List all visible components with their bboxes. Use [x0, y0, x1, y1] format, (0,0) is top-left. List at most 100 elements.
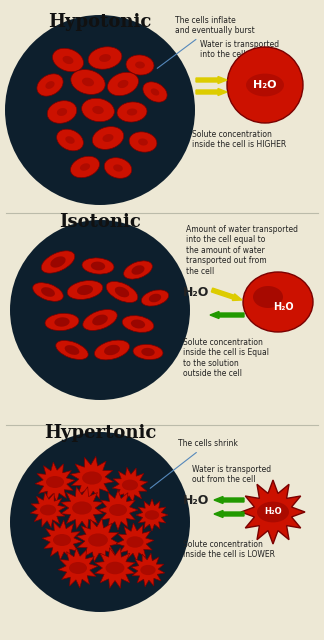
- Ellipse shape: [82, 77, 94, 86]
- Ellipse shape: [126, 55, 154, 75]
- Ellipse shape: [57, 129, 83, 151]
- Ellipse shape: [41, 287, 55, 297]
- FancyArrow shape: [210, 312, 244, 319]
- Text: Water is transported
out from the cell: Water is transported out from the cell: [192, 465, 271, 484]
- Text: Hypertonic: Hypertonic: [44, 424, 156, 442]
- Ellipse shape: [63, 56, 74, 64]
- Ellipse shape: [88, 533, 108, 547]
- Ellipse shape: [92, 127, 124, 149]
- Ellipse shape: [253, 286, 283, 308]
- Ellipse shape: [40, 504, 56, 515]
- Text: Isotonic: Isotonic: [59, 213, 141, 231]
- Ellipse shape: [72, 501, 92, 515]
- Ellipse shape: [145, 510, 159, 520]
- Ellipse shape: [50, 257, 66, 268]
- Ellipse shape: [141, 348, 155, 356]
- Ellipse shape: [131, 319, 145, 328]
- Ellipse shape: [243, 272, 313, 332]
- Ellipse shape: [57, 108, 67, 116]
- Ellipse shape: [257, 502, 289, 522]
- Ellipse shape: [53, 534, 71, 546]
- Polygon shape: [35, 462, 75, 502]
- Ellipse shape: [140, 565, 156, 575]
- Polygon shape: [116, 523, 154, 561]
- Text: Water is transported
into the cell: Water is transported into the cell: [200, 40, 279, 60]
- Ellipse shape: [122, 479, 138, 490]
- Ellipse shape: [46, 476, 64, 488]
- Text: H₂O: H₂O: [253, 80, 277, 90]
- Ellipse shape: [92, 106, 104, 114]
- Ellipse shape: [45, 81, 54, 89]
- Ellipse shape: [82, 472, 102, 484]
- Circle shape: [10, 432, 190, 612]
- Polygon shape: [61, 487, 103, 529]
- Ellipse shape: [104, 157, 132, 179]
- Ellipse shape: [65, 136, 75, 144]
- Ellipse shape: [37, 74, 63, 96]
- Ellipse shape: [109, 504, 127, 516]
- Polygon shape: [70, 456, 114, 500]
- Ellipse shape: [127, 109, 137, 115]
- Ellipse shape: [41, 251, 75, 273]
- Ellipse shape: [122, 316, 154, 332]
- Ellipse shape: [56, 340, 88, 360]
- Text: Amount of water transported
into the cell equal to
the amount of water
transport: Amount of water transported into the cel…: [186, 225, 298, 276]
- Ellipse shape: [80, 163, 90, 171]
- Polygon shape: [131, 553, 165, 587]
- Ellipse shape: [133, 344, 163, 360]
- Ellipse shape: [106, 282, 138, 303]
- Ellipse shape: [54, 317, 70, 326]
- Text: Solute concentration
inside the cell is Equal
to the solution
outside the cell: Solute concentration inside the cell is …: [183, 338, 269, 378]
- Circle shape: [10, 220, 190, 400]
- Polygon shape: [42, 520, 82, 560]
- Polygon shape: [95, 548, 135, 588]
- FancyArrow shape: [214, 511, 244, 518]
- Ellipse shape: [118, 80, 128, 88]
- Ellipse shape: [65, 345, 79, 355]
- FancyArrow shape: [196, 77, 227, 83]
- Ellipse shape: [67, 280, 103, 300]
- Ellipse shape: [104, 345, 120, 355]
- Ellipse shape: [33, 283, 63, 301]
- Ellipse shape: [45, 314, 79, 331]
- Ellipse shape: [126, 536, 144, 548]
- Circle shape: [227, 47, 303, 123]
- Ellipse shape: [88, 47, 122, 69]
- Ellipse shape: [143, 82, 167, 102]
- Polygon shape: [76, 518, 120, 562]
- Ellipse shape: [246, 74, 284, 97]
- Ellipse shape: [99, 54, 111, 62]
- Polygon shape: [58, 548, 98, 588]
- Text: H₂O: H₂O: [183, 285, 209, 298]
- FancyArrow shape: [214, 497, 244, 504]
- Ellipse shape: [108, 72, 138, 96]
- Polygon shape: [30, 492, 66, 528]
- Text: Solute concentration
inside the cell is HIGHER: Solute concentration inside the cell is …: [192, 130, 286, 149]
- FancyArrow shape: [211, 288, 242, 300]
- Ellipse shape: [151, 88, 159, 95]
- Circle shape: [5, 15, 195, 205]
- Ellipse shape: [132, 265, 145, 275]
- FancyArrow shape: [196, 88, 227, 95]
- Polygon shape: [112, 467, 148, 503]
- Ellipse shape: [102, 134, 113, 142]
- Ellipse shape: [113, 164, 123, 172]
- Text: The cells shrink: The cells shrink: [150, 439, 238, 488]
- Ellipse shape: [135, 61, 145, 68]
- Ellipse shape: [117, 102, 147, 122]
- Ellipse shape: [129, 132, 157, 152]
- Ellipse shape: [141, 290, 169, 306]
- Ellipse shape: [83, 310, 117, 330]
- Text: The cells inflate
and eventually burst: The cells inflate and eventually burst: [157, 15, 255, 68]
- Ellipse shape: [82, 99, 114, 122]
- Ellipse shape: [115, 287, 129, 298]
- Ellipse shape: [71, 156, 99, 178]
- Ellipse shape: [47, 100, 77, 124]
- Text: H₂O: H₂O: [273, 302, 293, 312]
- Ellipse shape: [95, 340, 130, 360]
- Text: H₂O: H₂O: [264, 508, 282, 516]
- Ellipse shape: [91, 262, 105, 271]
- Ellipse shape: [82, 258, 114, 274]
- Ellipse shape: [69, 562, 87, 574]
- Ellipse shape: [71, 70, 105, 95]
